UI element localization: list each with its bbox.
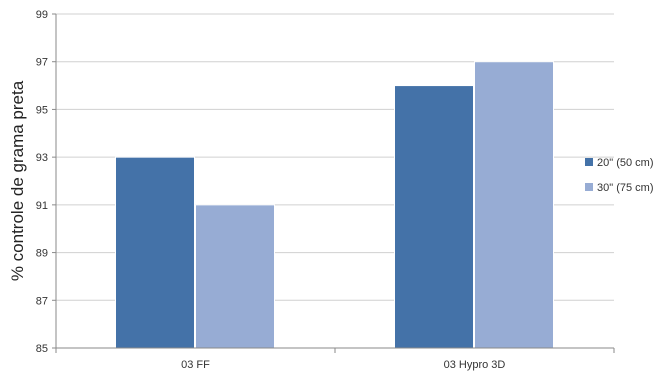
y-tick-label: 87 bbox=[36, 295, 48, 307]
axes bbox=[55, 14, 615, 353]
y-axis-label: % controle de grama preta bbox=[8, 80, 27, 281]
y-tick-label: 93 bbox=[36, 152, 48, 164]
x-tick-label: 03 FF bbox=[181, 359, 210, 371]
legend-label: 30" (75 cm) bbox=[597, 182, 653, 194]
bar bbox=[195, 204, 275, 349]
x-tick-labels: 03 FF 03 Hypro 3D bbox=[181, 359, 505, 371]
y-tick-label: 95 bbox=[36, 104, 48, 116]
legend-swatch bbox=[585, 183, 593, 191]
y-tick-label: 89 bbox=[36, 248, 48, 260]
bars bbox=[115, 61, 554, 349]
y-tick-labels: 85 87 89 91 93 95 97 99 bbox=[36, 9, 56, 355]
bar bbox=[394, 85, 474, 349]
x-tick-label: 03 Hypro 3D bbox=[444, 359, 506, 371]
legend-label: 20" (50 cm) bbox=[597, 157, 653, 169]
legend: 20" (50 cm) 30" (75 cm) bbox=[585, 157, 653, 194]
legend-swatch bbox=[585, 158, 593, 166]
y-tick-label: 99 bbox=[36, 9, 48, 21]
bar bbox=[115, 156, 195, 349]
bar bbox=[474, 61, 554, 349]
y-tick-label: 97 bbox=[36, 57, 48, 69]
y-tick-label: 85 bbox=[36, 343, 48, 355]
y-tick-label: 91 bbox=[36, 200, 48, 212]
